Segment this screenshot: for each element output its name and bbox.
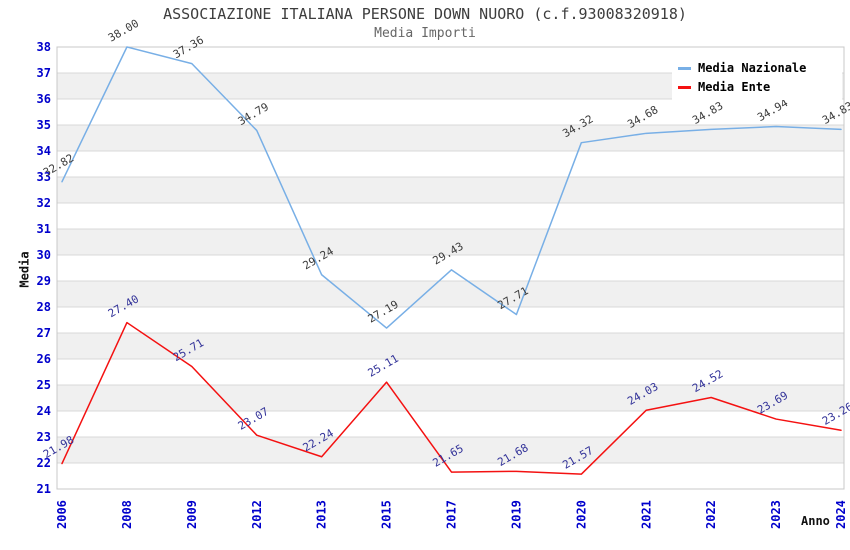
- x-tick-label: 2024: [834, 500, 848, 529]
- plot-border: [56, 46, 845, 490]
- x-tick-label: 2012: [250, 500, 264, 529]
- plot-band: [57, 307, 844, 333]
- y-tick-label: 37: [37, 66, 51, 80]
- plot-band: [57, 359, 844, 385]
- x-tick-label: 2022: [704, 500, 718, 529]
- plot-band: [57, 99, 844, 125]
- series-line-media-ente: [61, 321, 842, 475]
- y-tick-label: 36: [37, 92, 51, 106]
- x-tick-label: 2023: [769, 500, 783, 529]
- plot-band: [57, 281, 844, 307]
- plot-band: [57, 411, 844, 437]
- plot-band: [57, 177, 844, 203]
- x-tick-label: 2009: [185, 500, 199, 529]
- y-tick-label: 31: [37, 222, 51, 236]
- y-tick-label: 34: [37, 144, 51, 158]
- y-tick-label: 32: [37, 196, 51, 210]
- legend-item-media-nazionale: Media Nazionale: [678, 61, 842, 75]
- chart-title: ASSOCIAZIONE ITALIANA PERSONE DOWN NUORO…: [163, 5, 687, 23]
- x-tick-label: 2017: [445, 500, 459, 529]
- y-tick-label: 24: [37, 404, 51, 418]
- legend-swatch-media-nazionale-icon: [678, 66, 691, 70]
- chart-subtitle: Media Importi: [374, 26, 476, 41]
- plot-band: [57, 203, 844, 229]
- y-tick-label: 22: [37, 456, 51, 470]
- plot-band: [57, 437, 844, 463]
- legend-label-media-nazionale: Media Nazionale: [698, 61, 807, 75]
- x-axis-title: Anno: [801, 514, 830, 528]
- plot-band: [57, 333, 844, 359]
- y-tick-label: 23: [37, 430, 51, 444]
- plot-band: [57, 463, 844, 489]
- plot-band: [57, 229, 844, 255]
- plot-band: [57, 255, 844, 281]
- plot-band: [57, 151, 844, 177]
- y-tick-label: 35: [37, 118, 51, 132]
- legend-label-media-ente: Media Ente: [698, 80, 771, 94]
- x-tick-label: 2006: [55, 500, 69, 529]
- x-tick-label: 2008: [120, 500, 134, 529]
- y-tick-label: 28: [37, 300, 51, 314]
- x-tick-label: 2019: [509, 500, 523, 529]
- x-tick-label: 2020: [574, 500, 588, 529]
- legend: Media Nazionale Media Ente: [672, 56, 842, 100]
- y-tick-label: 25: [37, 378, 51, 392]
- plot-band: [57, 385, 844, 411]
- series-line-media-nazionale: [61, 46, 842, 329]
- y-tick-label: 29: [37, 274, 51, 288]
- y-tick-label: 33: [37, 170, 51, 184]
- x-tick-label: 2015: [380, 500, 394, 529]
- legend-swatch-media-ente-icon: [678, 85, 691, 89]
- legend-item-media-ente: Media Ente: [678, 80, 842, 94]
- y-tick-label: 27: [37, 326, 51, 340]
- y-tick-label: 30: [37, 248, 51, 262]
- y-axis-title: Media: [17, 251, 32, 288]
- x-tick-label: 2021: [639, 500, 653, 529]
- y-tick-label: 38: [37, 40, 51, 54]
- y-tick-label: 21: [37, 482, 51, 496]
- y-tick-label: 26: [37, 352, 51, 366]
- x-tick-label: 2013: [315, 500, 329, 529]
